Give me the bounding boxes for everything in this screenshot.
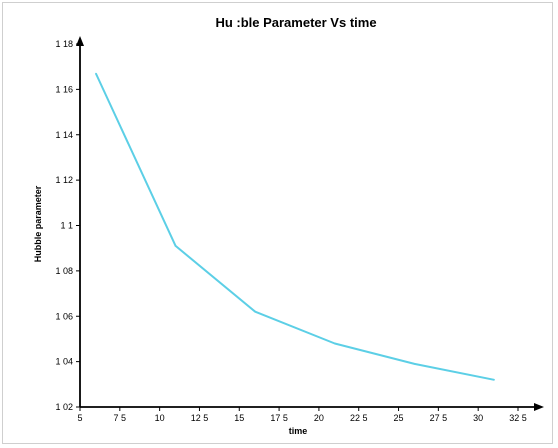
y-ticks: 1 02 1 04 1 06 1 08 1 1 1 12 1 14 1 16 1 18 xyxy=(55,39,80,412)
series-group xyxy=(94,72,495,381)
y-tick-label: 1 06 xyxy=(55,311,73,321)
hubble-parameter-line xyxy=(94,73,495,381)
y-tick-label: 1 16 xyxy=(55,84,73,94)
y-axis-label: Hubble parameter xyxy=(33,185,43,262)
y-tick-label: 1 12 xyxy=(55,175,73,185)
x-tick-label: 20 xyxy=(314,413,324,423)
y-tick-label: 1 14 xyxy=(55,130,73,140)
data-point xyxy=(95,72,97,75)
y-tick-label: 1 02 xyxy=(55,402,73,412)
x-tick-label: 5 xyxy=(77,413,82,423)
chart-frame xyxy=(2,2,553,444)
x-tick-label: 27 5 xyxy=(430,413,448,423)
data-point xyxy=(334,342,336,345)
x-tick-label: 17 5 xyxy=(270,413,288,423)
data-point xyxy=(493,378,495,381)
data-point xyxy=(413,363,416,365)
data-point xyxy=(174,245,177,247)
data-point xyxy=(254,310,256,313)
y-tick-label: 1 18 xyxy=(55,39,73,49)
x-tick-label: 10 xyxy=(155,413,165,423)
x-axis-label: time xyxy=(289,426,308,436)
x-ticks: 5 7 5 10 12 5 15 17 5 20 22 5 25 27 5 30 32 5 xyxy=(77,407,527,423)
axes xyxy=(76,36,544,411)
x-tick-label: 22 5 xyxy=(350,413,368,423)
x-tick-label: 30 xyxy=(473,413,483,423)
x-tick-label: 25 xyxy=(394,413,404,423)
x-tick-label: 32 5 xyxy=(509,413,527,423)
y-tick-label: 1 04 xyxy=(55,357,73,367)
y-tick-label: 1 08 xyxy=(55,266,73,276)
chart-title: Hu :ble Parameter Vs time xyxy=(215,15,376,30)
y-tick-label: 1 1 xyxy=(60,221,73,231)
x-tick-label: 7 5 xyxy=(114,413,127,423)
x-tick-label: 12 5 xyxy=(191,413,209,423)
x-tick-label: 15 xyxy=(234,413,244,423)
x-axis-arrow xyxy=(534,403,544,411)
